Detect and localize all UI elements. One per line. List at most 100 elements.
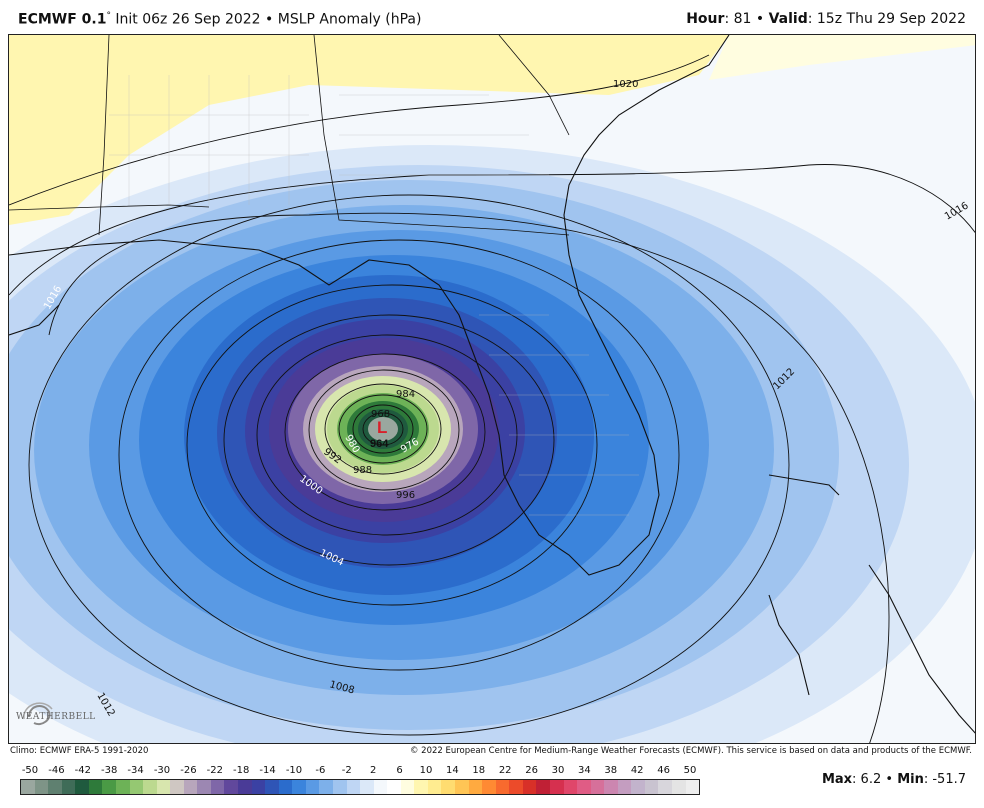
max-label: Max <box>821 772 853 787</box>
colorbar-tick-label: -10 <box>285 765 303 776</box>
colorbar-swatch <box>536 780 550 794</box>
colorbar-tick-label: 22 <box>498 765 512 776</box>
label-996: 996 <box>396 490 415 501</box>
isobar-996 <box>223 314 555 566</box>
colorbar-tick-label: 6 <box>396 765 403 776</box>
isobars <box>9 54 975 743</box>
min-value: : -51.7 <box>923 772 966 787</box>
florida-county-lines <box>479 314 639 516</box>
map-title: ECMWF 0.1° Init 06z 26 Sep 2022 • MSLP A… <box>18 11 421 28</box>
colorbar-swatch <box>265 780 279 794</box>
border-ms-al <box>98 35 110 236</box>
border-tn <box>9 204 210 211</box>
colorbar-swatch <box>387 780 401 794</box>
isobar-1012 <box>48 212 890 743</box>
colorbar-swatch <box>183 780 198 794</box>
title-separator: • <box>265 11 274 28</box>
coastlines <box>9 35 975 734</box>
colorbar-swatch <box>34 780 49 794</box>
colorbar-swatch <box>509 780 523 794</box>
colorbar-tick-label: -6 <box>315 765 326 776</box>
min-label: Min <box>897 772 924 787</box>
colorbar-tick-label: -30 <box>153 765 171 776</box>
border-al-ga-fl <box>313 35 570 236</box>
colorbar-swatch <box>305 780 320 794</box>
colorbar-tick-label: -42 <box>74 765 91 776</box>
isobar-1008 <box>28 194 790 736</box>
colorbar-tick-label: -46 <box>48 765 65 776</box>
valid-separator: • <box>755 11 765 27</box>
valid-value: : 15z Thu 29 Sep 2022 <box>807 11 966 27</box>
colorbar-swatch <box>102 780 116 794</box>
colorbar-swatch <box>210 780 225 794</box>
colorbar-swatch <box>455 780 469 794</box>
isobar-1016 <box>9 164 975 296</box>
colorbar-swatch <box>441 780 455 794</box>
colorbar-swatch <box>482 780 496 794</box>
colorbar-tick-label: 30 <box>551 765 565 776</box>
colorbar-swatch <box>61 780 76 794</box>
colorbar-swatch <box>617 780 632 794</box>
isobar-1020 <box>9 54 710 206</box>
colorbar-tick-label: -26 <box>180 765 197 776</box>
bahamas-outline-3 <box>868 564 975 734</box>
colorbar-swatch <box>400 780 415 794</box>
colorbar-swatch <box>346 780 361 794</box>
colorbar-tick-label: -38 <box>101 765 118 776</box>
colorbar-swatch <box>143 780 157 794</box>
colorbar-tick-label: -34 <box>127 765 144 776</box>
anomaly-ring-18 <box>368 417 398 441</box>
colorbar-tick-label: -2 <box>341 765 352 776</box>
init-time: Init 06z 26 Sep 2022 <box>115 11 261 28</box>
colorbar-swatch <box>48 780 62 794</box>
colorbar-swatch <box>224 780 238 794</box>
colorbar-tick-label: 38 <box>604 765 618 776</box>
county-lines-horizontal <box>109 94 549 176</box>
colorbar-swatch <box>468 780 483 794</box>
isobar-984 <box>308 369 460 491</box>
hour-value: : 81 <box>724 11 752 27</box>
max-value: : 6.2 <box>852 772 882 787</box>
isobar-988 <box>284 353 486 511</box>
colorbar-tick-label: 18 <box>472 765 486 776</box>
label-988: 988 <box>353 465 372 476</box>
gulf-florida-coast <box>9 35 730 576</box>
positive-anomaly-region-2 <box>709 35 975 80</box>
colorbar-tick-label: -50 <box>21 765 39 776</box>
logo-text: WEATHERBELL <box>16 712 96 722</box>
label-968: 968 <box>371 409 390 420</box>
colorbar-swatch <box>604 780 618 794</box>
colorbar-swatch <box>21 780 35 794</box>
colorbar-tick-label: 42 <box>630 765 644 776</box>
colorbar-swatch <box>644 780 659 794</box>
valid-label: Valid <box>768 11 808 27</box>
isobar-1004 <box>118 239 680 671</box>
low-pressure-marker: L <box>377 418 387 437</box>
low-center-pressure: 964 <box>370 438 389 450</box>
border-ga-sc <box>498 35 570 136</box>
colorbar-swatch <box>590 780 605 794</box>
colorbar-swatch <box>427 780 442 794</box>
colorbar-tick-label: 50 <box>683 765 697 776</box>
county-lines-vertical <box>128 75 290 205</box>
colorbar-swatch <box>658 780 672 794</box>
colorbar-swatch <box>278 780 293 794</box>
map-header: ECMWF 0.1° Init 06z 26 Sep 2022 • MSLP A… <box>0 0 984 34</box>
logo-swirl-icon <box>23 702 53 725</box>
degree-sign: ° <box>106 11 111 21</box>
louisiana-coast <box>9 304 60 336</box>
positive-anomaly-region <box>9 35 729 225</box>
colorbar-ticks: -50 -46 -42 -38 -34 -30 -26 -22 -18 -14 -10 -6 -2 2 6 1… <box>20 765 700 777</box>
colorbar-tick-label: 34 <box>578 765 591 776</box>
weatherbell-logo <box>14 697 104 737</box>
anomaly-shading <box>9 145 975 743</box>
isobar-976 <box>338 394 428 464</box>
state-borders <box>9 35 570 236</box>
colorbar-tick-label: -18 <box>233 765 250 776</box>
colorbar-swatch <box>75 780 89 794</box>
label-1020: 1020 <box>613 79 638 90</box>
product-name: MSLP Anomaly (hPa) <box>277 11 422 28</box>
colorbar-swatches <box>20 779 700 795</box>
colorbar-swatch <box>414 780 428 794</box>
isobar-980 <box>324 383 442 475</box>
